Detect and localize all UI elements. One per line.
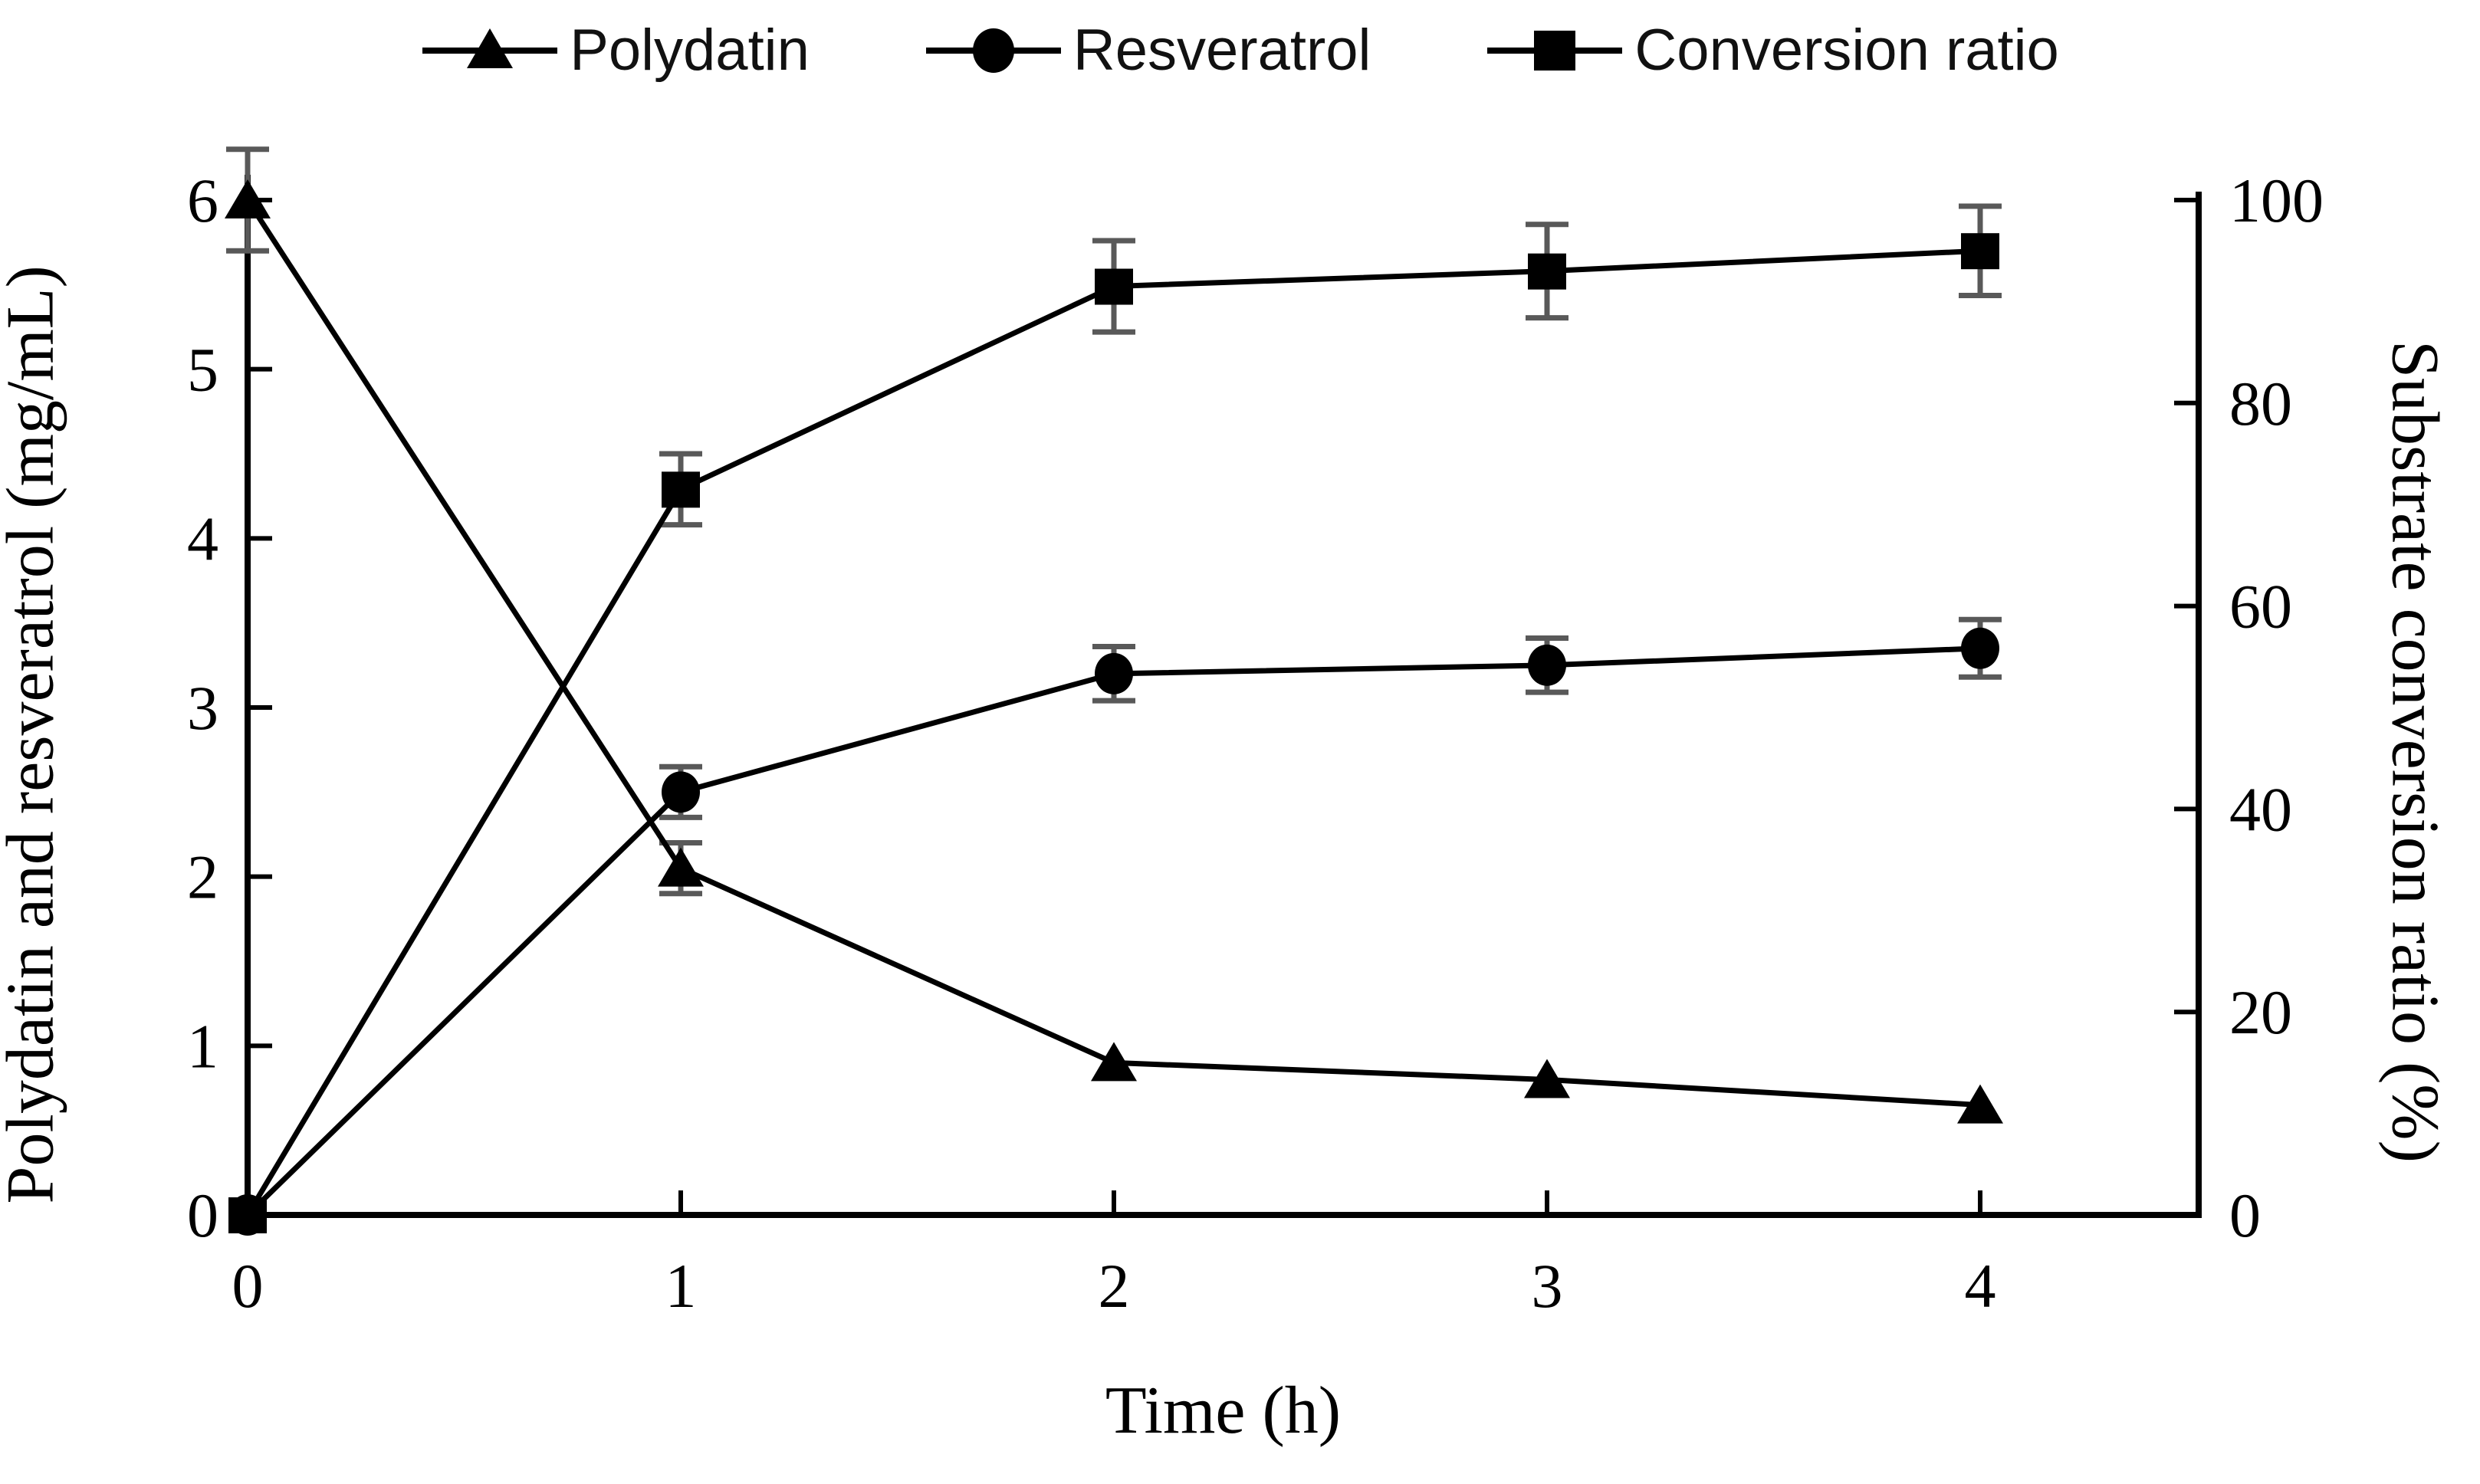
- right-axis-tick-label: 20: [2229, 977, 2292, 1047]
- x-axis-tick-label: 3: [1532, 1251, 1563, 1321]
- data-point-triangle: [1091, 1042, 1137, 1082]
- data-point-circle: [1095, 652, 1133, 694]
- left-axis-tick-label: 3: [187, 673, 218, 743]
- left-axis-tick-label: 5: [187, 335, 218, 405]
- data-point-circle: [1961, 627, 1999, 669]
- x-axis-tick-label: 1: [665, 1251, 697, 1321]
- left-axis-tick-label: 0: [187, 1180, 218, 1250]
- left-axis-tick-label: 2: [187, 842, 218, 912]
- data-point-circle: [1528, 644, 1566, 686]
- legend-label-polydatin: Polydatin: [570, 18, 810, 83]
- left-axis-title: Polydatin and resveratrol (mg/mL): [0, 265, 68, 1204]
- x-axis-tick-label: 2: [1099, 1251, 1130, 1321]
- data-point-square: [228, 1197, 267, 1233]
- square-marker-icon: [1487, 31, 1623, 71]
- chart-legend: Polydatin Resveratrol Conversion ratio: [0, 21, 2480, 80]
- data-point-triangle: [225, 179, 271, 218]
- legend-label-conversion-ratio: Conversion ratio: [1634, 18, 2059, 83]
- x-axis-tick-label: 0: [232, 1251, 264, 1321]
- legend-item-resveratrol: Resveratrol: [925, 21, 1371, 80]
- left-axis-tick-label: 4: [187, 504, 218, 573]
- circle-marker-icon: [925, 28, 1061, 73]
- data-point-triangle: [1957, 1084, 2003, 1124]
- right-axis-tick-label: 0: [2229, 1180, 2261, 1250]
- x-axis-tick-label: 4: [1965, 1251, 1996, 1321]
- left-axis-tick-label: 1: [187, 1011, 218, 1081]
- right-axis-tick-label: 60: [2229, 572, 2292, 642]
- left-axis-tick-label: 6: [187, 166, 218, 235]
- right-axis-tick-label: 40: [2229, 774, 2292, 844]
- data-point-square: [662, 471, 700, 508]
- x-axis-title: Time (h): [1105, 1374, 1342, 1448]
- data-point-square: [1528, 253, 1566, 290]
- triangle-marker-icon: [422, 28, 558, 68]
- legend-item-conversion-ratio: Conversion ratio: [1486, 18, 2059, 83]
- right-axis-tick-label: 100: [2229, 166, 2324, 235]
- legend-label-resveratrol: Resveratrol: [1072, 18, 1371, 83]
- right-axis-tick-label: 80: [2229, 369, 2292, 438]
- legend-item-polydatin: Polydatin: [421, 21, 810, 80]
- data-point-square: [1961, 233, 1999, 270]
- right-axis-title: Substrate conversion ratio (%): [2377, 340, 2452, 1163]
- data-point-circle: [662, 771, 700, 813]
- data-point-triangle: [658, 847, 704, 887]
- series-line-circle: [245, 645, 1981, 1217]
- data-point-square: [1095, 268, 1133, 305]
- data-point-triangle: [1524, 1059, 1570, 1098]
